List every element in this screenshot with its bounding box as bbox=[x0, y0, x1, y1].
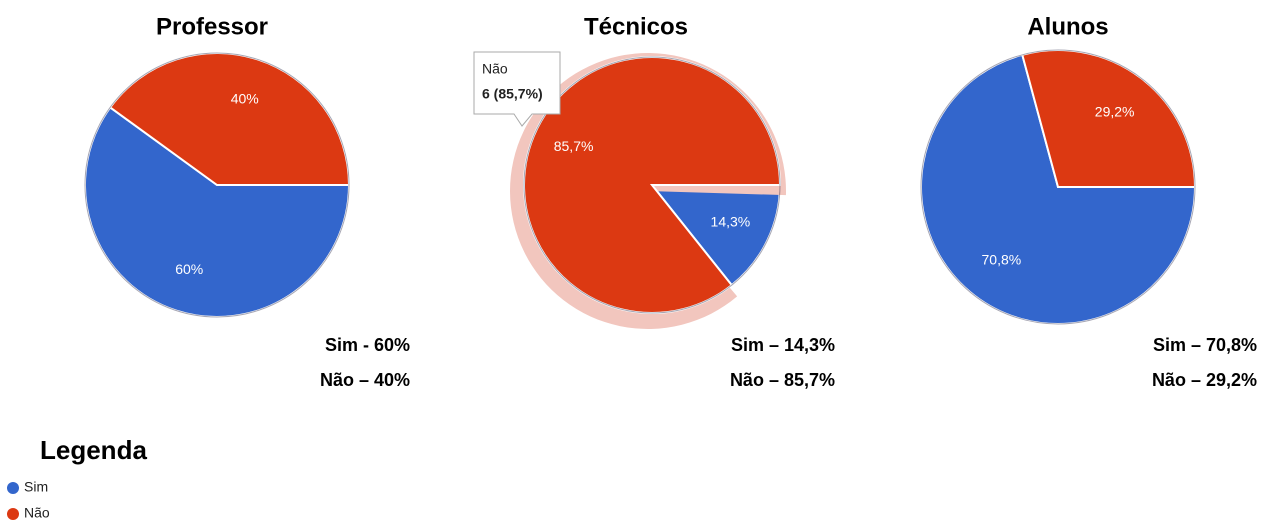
legend-swatch bbox=[7, 482, 19, 494]
summary-note: Sim – 14,3% bbox=[731, 335, 835, 355]
value-label: 29,2% bbox=[1095, 104, 1135, 120]
value-label: 85,7% bbox=[554, 138, 594, 154]
tooltip-title: Não bbox=[482, 61, 508, 77]
value-label: 70,8% bbox=[982, 252, 1022, 268]
value-label: 40% bbox=[231, 90, 259, 106]
pie-border bbox=[523, 56, 781, 314]
summary-note: Não – 40% bbox=[320, 370, 410, 390]
summary-note: Sim – 70,8% bbox=[1153, 335, 1257, 355]
tooltip-text: 6 (85,7%) bbox=[482, 86, 543, 102]
chart-title: Professor bbox=[156, 13, 268, 40]
slice bbox=[84, 106, 351, 318]
legend-item: Sim bbox=[24, 479, 48, 495]
legend-item: Não bbox=[24, 505, 50, 521]
summary-note: Sim - 60% bbox=[325, 335, 410, 355]
pie-border bbox=[920, 49, 1196, 325]
pie-border bbox=[84, 52, 350, 318]
value-label: 14,3% bbox=[711, 214, 751, 230]
chart-title: Alunos bbox=[1027, 13, 1108, 40]
value-label: 60% bbox=[175, 261, 203, 277]
legend-title: Legenda bbox=[40, 435, 147, 465]
tooltip-box bbox=[473, 51, 561, 127]
chart-title: Técnicos bbox=[584, 13, 688, 40]
summary-note: Não – 85,7% bbox=[730, 370, 835, 390]
summary-note: Não – 29,2% bbox=[1152, 370, 1257, 390]
slice bbox=[523, 56, 782, 314]
slice bbox=[920, 53, 1197, 325]
slice bbox=[1021, 49, 1197, 188]
legend-swatch bbox=[7, 508, 19, 520]
slice bbox=[108, 52, 351, 186]
